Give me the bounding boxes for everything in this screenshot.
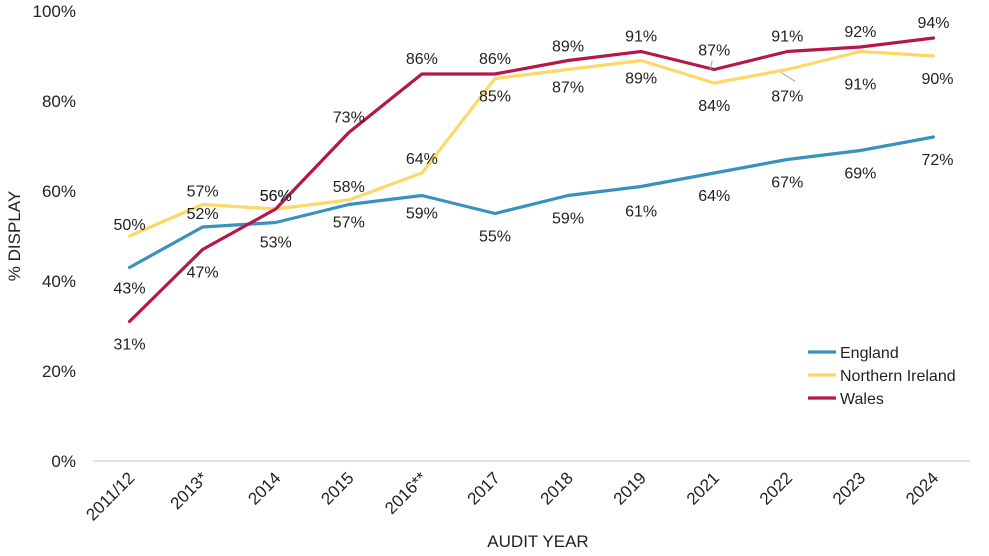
- data-label: 58%: [333, 179, 365, 196]
- data-label: 72%: [921, 152, 953, 169]
- data-labels: 43% 52% 53% 57% 59% 55% 59% 61% 64% 67% 69% 72% 50% 5…: [114, 15, 954, 354]
- data-label: 89%: [552, 39, 584, 56]
- y-axis-title: % DISPLAY: [5, 191, 24, 281]
- data-label: 87%: [771, 89, 803, 106]
- data-label: 91%: [844, 77, 876, 94]
- data-label: 69%: [844, 166, 876, 183]
- data-label: 31%: [114, 337, 146, 354]
- data-label: 91%: [771, 29, 803, 46]
- x-tick-label: 2021: [683, 468, 723, 508]
- series-line-northern-ireland: [127, 49, 936, 238]
- data-label: 90%: [921, 71, 953, 88]
- series-line-england: [127, 135, 936, 270]
- y-axis: 0% 20% 40% 60% 80% 100%: [33, 2, 76, 471]
- data-label: 86%: [406, 51, 438, 68]
- series-line-wales: [127, 36, 936, 324]
- legend-label: Wales: [840, 391, 884, 408]
- leader-line: [781, 72, 796, 82]
- x-tick-label: 2017: [464, 468, 504, 508]
- y-tick-label: 80%: [42, 92, 76, 111]
- x-tick-label: 2011/12: [82, 468, 138, 524]
- data-label: 87%: [698, 43, 730, 60]
- leader-lines: [709, 60, 796, 82]
- data-label: 57%: [333, 215, 365, 232]
- data-label: 73%: [333, 110, 365, 127]
- data-label: 59%: [406, 206, 438, 223]
- leader-line: [709, 60, 713, 70]
- x-tick-label: 2013*: [167, 468, 212, 513]
- data-label: 86%: [479, 51, 511, 68]
- data-label: 52%: [187, 206, 219, 223]
- legend: England Northern Ireland Wales: [808, 345, 956, 408]
- x-tick-label: 2023: [829, 468, 869, 508]
- x-tick-label: 2019: [610, 468, 650, 508]
- x-tick-label: 2014: [244, 468, 284, 508]
- data-label: 85%: [479, 89, 511, 106]
- legend-label: England: [840, 345, 899, 362]
- y-tick-label: 20%: [42, 362, 76, 381]
- data-label: 87%: [552, 80, 584, 97]
- data-label: 91%: [625, 29, 657, 46]
- series-lines: [127, 36, 936, 324]
- data-label: 47%: [187, 265, 219, 282]
- y-tick-label: 60%: [42, 182, 76, 201]
- data-label: 56%: [260, 188, 292, 205]
- x-axis-title: AUDIT YEAR: [487, 532, 588, 551]
- data-label: 56%: [260, 188, 292, 205]
- x-tick-label: 2016**: [381, 468, 431, 518]
- y-tick-label: 0%: [51, 452, 76, 471]
- x-tick-label: 2018: [537, 468, 577, 508]
- x-tick-label: 2024: [902, 468, 942, 508]
- data-label: 94%: [917, 15, 949, 32]
- data-label: 67%: [771, 175, 803, 192]
- data-label: 84%: [698, 98, 730, 115]
- data-label: 55%: [479, 229, 511, 246]
- data-label: 92%: [844, 24, 876, 41]
- data-label: 53%: [260, 235, 292, 252]
- x-tick-label: 2015: [317, 468, 357, 508]
- data-label: 64%: [698, 188, 730, 205]
- y-tick-label: 40%: [42, 272, 76, 291]
- x-axis: 2011/12 2013* 2014 2015 2016** 2017 2018 2019 20…: [82, 468, 942, 524]
- data-label: 43%: [114, 281, 146, 298]
- data-label: 61%: [625, 204, 657, 221]
- data-label: 57%: [187, 184, 219, 201]
- legend-label: Northern Ireland: [840, 368, 956, 385]
- data-label: 64%: [406, 151, 438, 168]
- data-label: 59%: [552, 211, 584, 228]
- y-tick-label: 100%: [33, 2, 76, 21]
- x-tick-label: 2022: [756, 468, 796, 508]
- data-label: 89%: [625, 71, 657, 88]
- data-label: 50%: [114, 217, 146, 234]
